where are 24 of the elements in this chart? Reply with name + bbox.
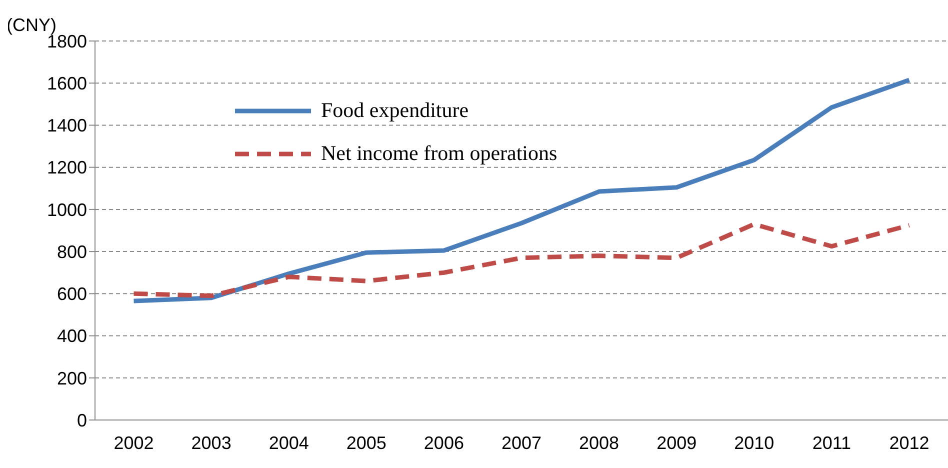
y-tick-label: 0 — [76, 410, 87, 430]
legend-label: Food expenditure — [321, 98, 469, 123]
line-series — [132, 222, 912, 298]
y-tick-label: 600 — [56, 284, 87, 304]
legend-label: Net income from operations — [321, 141, 558, 166]
line-series — [132, 78, 912, 304]
x-tick-label: 2012 — [889, 432, 930, 453]
y-tick-label: 1200 — [46, 158, 87, 178]
y-tick-label: 800 — [56, 242, 87, 262]
y-tick-label: 1000 — [46, 200, 87, 220]
x-tick-label: 2010 — [734, 432, 774, 453]
y-tick-label: 400 — [56, 326, 87, 346]
y-tick-label: 1400 — [46, 116, 87, 136]
y-tick-label: 1600 — [46, 74, 87, 94]
x-tick-label: 2006 — [424, 432, 464, 453]
x-tick-label: 2008 — [579, 432, 620, 453]
x-tick-label: 2009 — [656, 432, 697, 453]
x-tick-label: 2011 — [812, 432, 852, 453]
x-tick-label: 2002 — [114, 432, 154, 453]
x-tick-label: 2004 — [268, 432, 309, 453]
x-tick-label: 2007 — [501, 432, 542, 453]
x-tick-label: 2003 — [191, 432, 232, 453]
x-tick-label: 2005 — [346, 432, 386, 453]
y-tick-label: 200 — [56, 368, 87, 388]
